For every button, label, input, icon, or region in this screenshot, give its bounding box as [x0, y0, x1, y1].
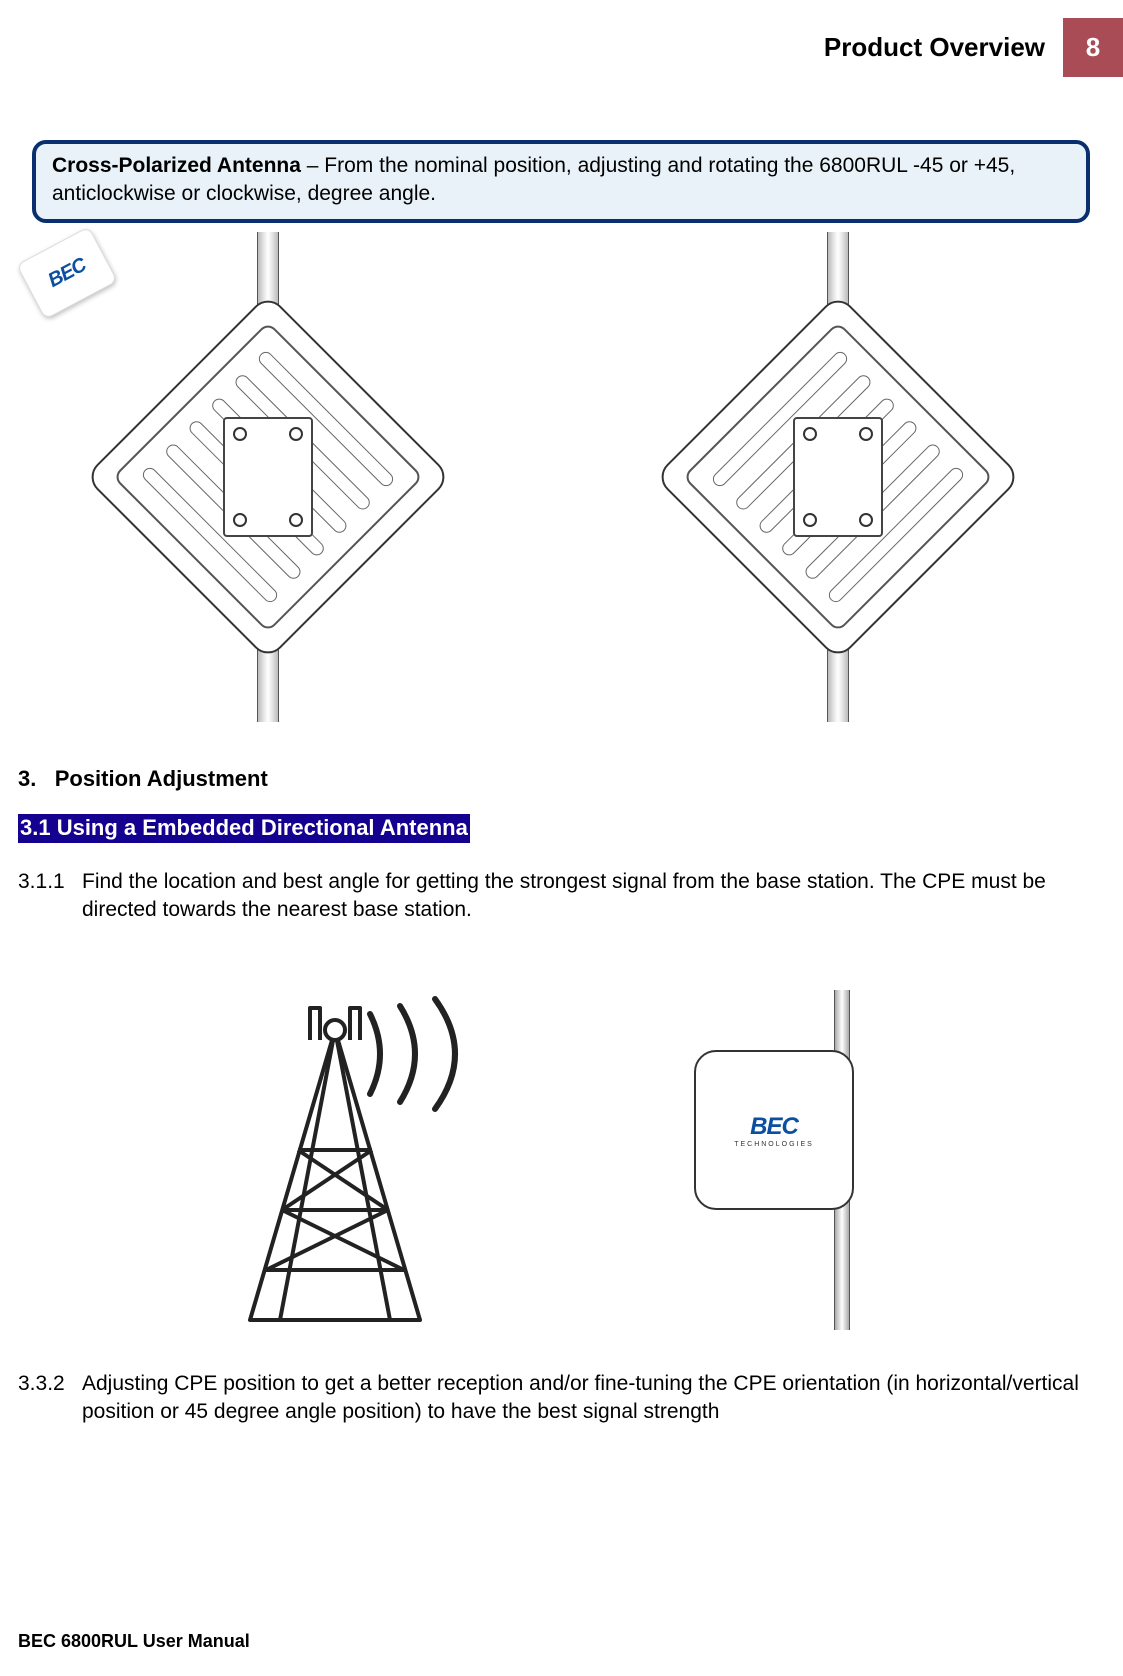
page-header: Product Overview 8 — [824, 18, 1123, 77]
section-3-num: 3. — [18, 766, 36, 791]
section-3-title: Position Adjustment — [55, 766, 268, 791]
footer-text: BEC 6800RUL User Manual — [18, 1631, 250, 1652]
device-right-pane — [588, 232, 1088, 722]
callout-bold: Cross-Polarized Antenna — [52, 154, 301, 177]
base-station-tower — [220, 1000, 450, 1330]
bec-logo-tag: BEC — [16, 226, 118, 319]
cpe-logo-sub: TECHNOLOGIES — [734, 1141, 814, 1148]
base-station-figure: BEC TECHNOLOGIES — [220, 960, 900, 1330]
device-rotation-figure: BEC — [18, 222, 1088, 732]
mounting-bracket — [793, 417, 883, 537]
signal-waves-icon — [360, 994, 520, 1114]
para-num: 3.3.2 — [18, 1370, 82, 1427]
callout-box: Cross-Polarized Antenna – From the nomin… — [32, 140, 1090, 223]
cpe-panel: BEC TECHNOLOGIES — [694, 1050, 854, 1210]
bec-logo-text: BEC — [44, 254, 89, 293]
cpe-logo-text: BEC — [734, 1113, 814, 1141]
paragraph-3-1-1: 3.1.1 Find the location and best angle f… — [18, 868, 1088, 925]
section-3-1-heading: 3.1 Using a Embedded Directional Antenna — [18, 814, 470, 843]
cpe-device: BEC TECHNOLOGIES — [680, 990, 900, 1330]
section-3-heading: 3. Position Adjustment — [18, 766, 268, 792]
header-title: Product Overview — [824, 18, 1063, 77]
para-text: Adjusting CPE position to get a better r… — [82, 1370, 1088, 1427]
page-number-badge: 8 — [1063, 18, 1123, 77]
device-left-pane: BEC — [18, 232, 518, 722]
para-text: Find the location and best angle for get… — [82, 868, 1088, 925]
para-num: 3.1.1 — [18, 868, 82, 925]
paragraph-3-3-2: 3.3.2 Adjusting CPE position to get a be… — [18, 1370, 1088, 1427]
mounting-bracket — [223, 417, 313, 537]
